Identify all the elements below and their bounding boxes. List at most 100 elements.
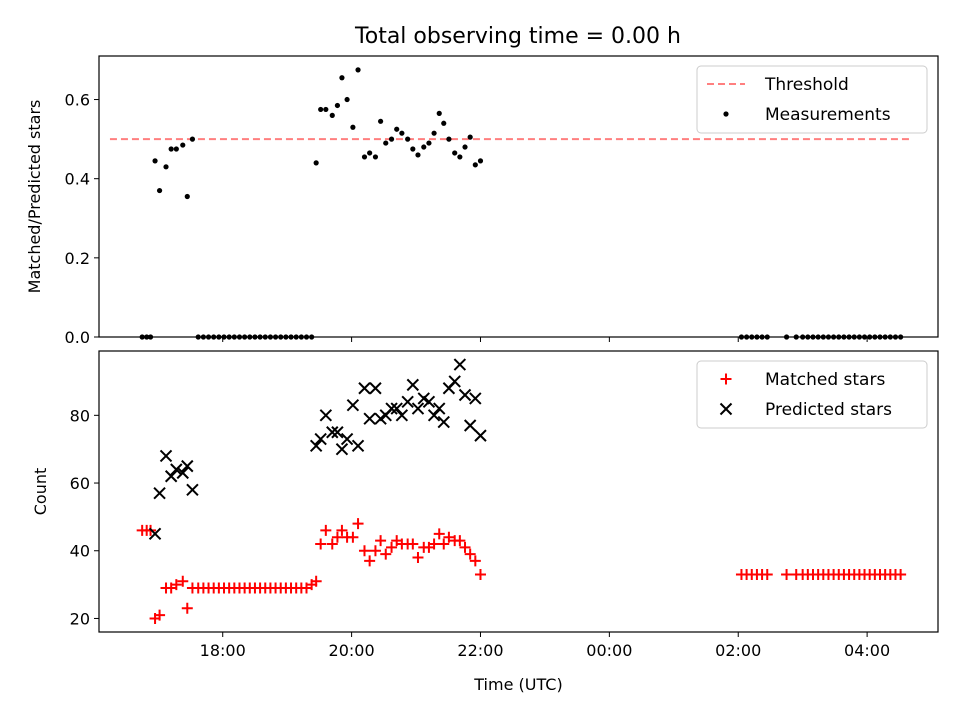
matched-star-point (326, 538, 338, 550)
legend-label: Matched stars (765, 370, 885, 390)
measurement-point (144, 334, 150, 340)
measurement-point (882, 334, 888, 340)
measurement-point (339, 75, 345, 81)
predicted-star-point (363, 412, 376, 425)
measurement-point (764, 334, 770, 340)
measurement-point (355, 67, 361, 73)
matched-star-point (375, 535, 387, 547)
predicted-star-point (411, 402, 425, 415)
measurement-point (426, 140, 432, 146)
legend-matched-swatch (720, 373, 732, 385)
measurement-point (793, 334, 799, 340)
measurement-point (252, 334, 258, 340)
measurement-point (180, 142, 186, 148)
matched-star-point (310, 575, 322, 587)
predicted-star-point (351, 439, 365, 453)
measurement-point (446, 136, 452, 142)
predicted-star-point (474, 429, 487, 442)
measurement-point (410, 146, 416, 152)
measurement-point (168, 146, 174, 152)
measurement-point (200, 334, 206, 340)
predicted-star-point (314, 432, 327, 446)
legend-box (696, 65, 928, 134)
measurement-point (810, 334, 816, 340)
measurement-point (892, 334, 899, 340)
predicted-star-point (331, 426, 344, 439)
matched-star-point (336, 524, 348, 536)
matched-star-point (331, 531, 343, 543)
predicted-star-point (164, 470, 178, 483)
legend-label: Measurements (765, 105, 891, 125)
measurement-point (195, 334, 201, 340)
count-panel: 18:00 20:00 22:00 00:00 02:00 04:00 20 40 60 80 Co… (31, 350, 939, 694)
measurement-point (372, 154, 379, 160)
legend-predicted-swatch (719, 402, 733, 416)
measurement-point (887, 334, 893, 340)
predicted-star-point (437, 415, 450, 429)
legend-measurement-swatch (723, 111, 729, 117)
measurement-point (457, 154, 463, 160)
measurement-point (836, 334, 842, 340)
matched-star-point (438, 538, 450, 550)
legend-label: Predicted stars (765, 400, 892, 420)
matched-star-point (170, 579, 182, 591)
predicted-star-point (422, 395, 436, 408)
predicted-star-point (335, 442, 349, 456)
measurement-point (262, 334, 268, 340)
measurement-point (236, 334, 243, 340)
matched-star-point (407, 538, 419, 550)
measurement-point (846, 334, 852, 340)
matched-star-point (347, 531, 359, 543)
y-tick-label: 80 (70, 406, 90, 425)
y-tick-label: 0.4 (65, 170, 90, 189)
ratio-panel: 0.0 0.2 0.4 0.6 Matched/Predicted stars Thres… (25, 55, 939, 347)
y-tick-label: 20 (70, 609, 90, 628)
measurement-point (744, 334, 750, 340)
measurement-point (851, 334, 857, 340)
measurement-point (872, 334, 878, 340)
measurement-point (313, 160, 319, 166)
matched-star-point (412, 552, 424, 564)
matched-star-point (320, 524, 332, 536)
measurement-point (898, 334, 904, 340)
predicted-star-point (401, 395, 414, 408)
measurement-point (257, 334, 263, 340)
measurement-point (441, 120, 447, 126)
measurement-point (231, 334, 237, 340)
measurement-point (815, 334, 821, 340)
predicted-star-point (319, 409, 333, 422)
y-tick-label: 60 (70, 474, 90, 493)
legend-box (696, 360, 928, 429)
predicted-star-point (340, 432, 354, 446)
x-tick-label: 20:00 (329, 641, 375, 660)
measurement-point (189, 136, 196, 142)
predicted-star-point (406, 378, 420, 392)
measurement-point (472, 162, 478, 168)
matched-star-point (358, 545, 370, 557)
measurement-point (163, 164, 169, 170)
matched-star-point (459, 541, 471, 553)
measurement-point (805, 334, 811, 340)
measurement-point (783, 334, 790, 340)
axes-frame (98, 55, 939, 338)
measurement-point (861, 334, 868, 340)
measurement-point (139, 334, 145, 340)
measurement-point (421, 144, 427, 150)
x-tick-label: 18:00 (200, 641, 246, 660)
measurement-point (367, 150, 373, 156)
predicted-star-point (463, 419, 477, 432)
y-tick-label: 0.0 (65, 328, 90, 347)
measurement-point (334, 102, 341, 109)
matched-star-point (369, 545, 381, 557)
predicted-star-point (390, 402, 403, 415)
predicted-star-point (309, 439, 323, 453)
predicted-star-point (181, 459, 194, 473)
measurement-point (394, 126, 400, 132)
measurement-point (267, 334, 274, 340)
measurement-point (825, 334, 832, 340)
measurement-point (303, 334, 310, 340)
x-tick-label: 02:00 (715, 641, 761, 660)
measurement-point (759, 334, 765, 340)
measurement-point (415, 152, 421, 158)
measurement-point (820, 334, 826, 340)
